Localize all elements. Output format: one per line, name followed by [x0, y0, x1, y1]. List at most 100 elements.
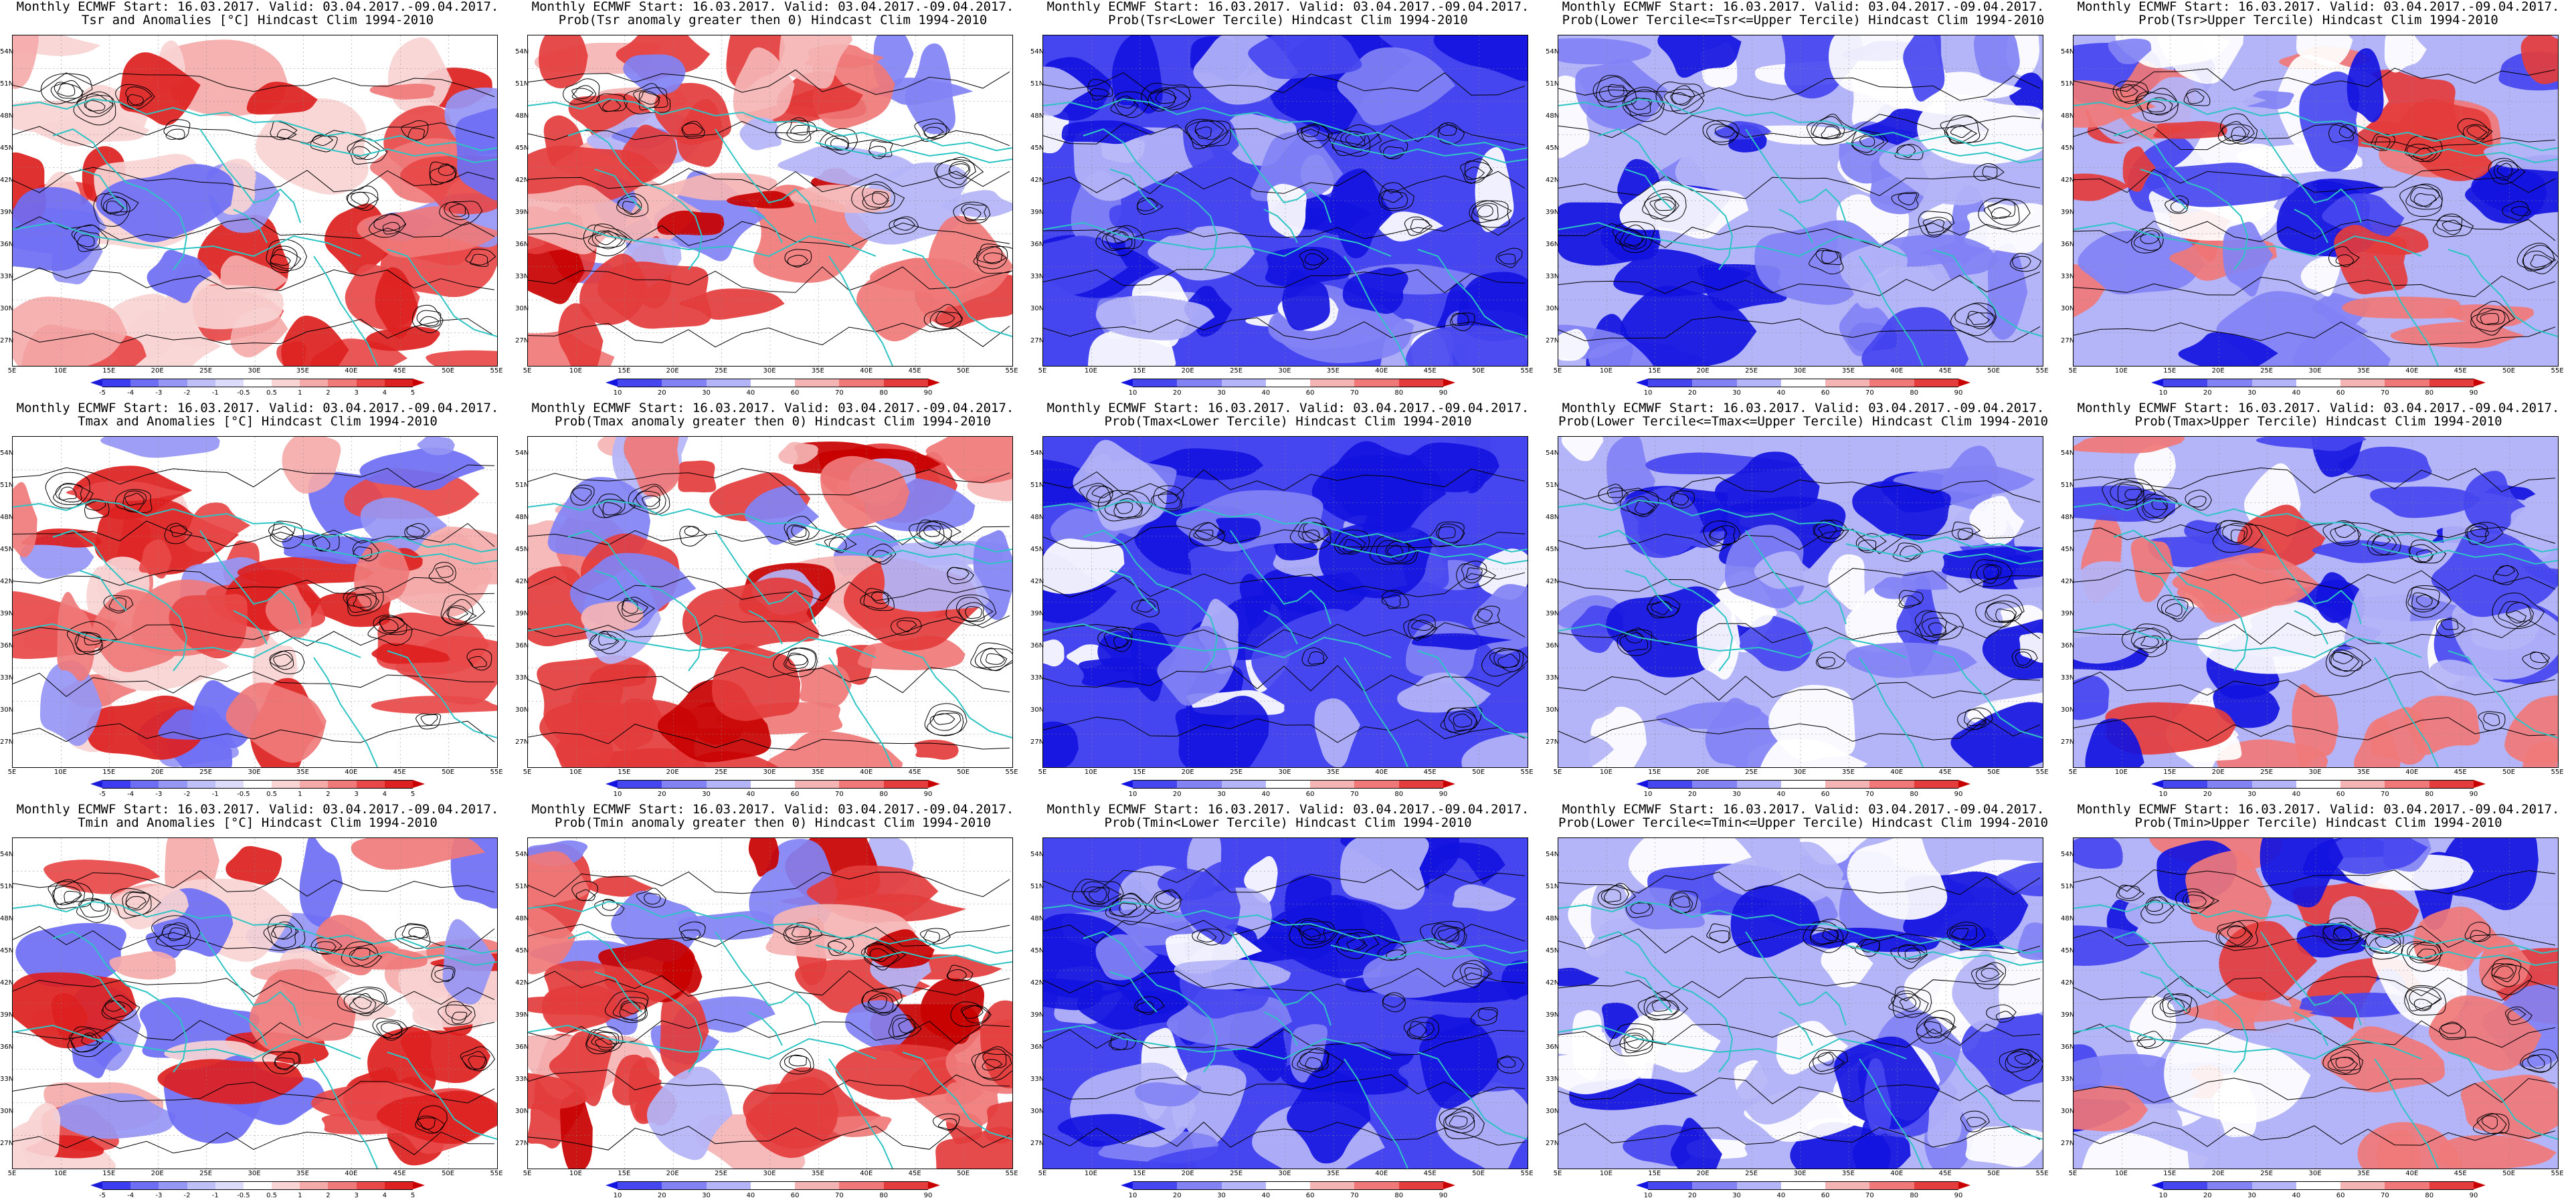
colorbar-label: 70: [1350, 791, 1359, 798]
longitude-label: 30E: [248, 1170, 261, 1177]
latitude-label: 42N: [1030, 177, 1044, 184]
colorbar-swatch: [1869, 379, 1915, 387]
latitude-label: 27N: [1030, 738, 1044, 746]
colorbar-label: -2: [183, 791, 191, 798]
colorbar-label: -4: [127, 1192, 134, 1199]
shaded-field: [13, 838, 497, 1169]
colorbar-swatch: [1221, 780, 1267, 789]
colorbar-label: 70: [1865, 389, 1874, 397]
latitude-label: 54N: [0, 449, 14, 457]
longitude-label: 55E: [2035, 1170, 2049, 1177]
longitude-label: 5E: [523, 367, 532, 375]
coastlines: [2074, 499, 2558, 767]
contour-lines: [1558, 476, 2041, 743]
longitude-label: 45E: [1423, 769, 1437, 776]
colorbar-swatch: [1648, 1181, 1693, 1190]
latitude-label: 51N: [1546, 80, 1560, 88]
map-area: [1558, 436, 2043, 768]
latitude-label: 42N: [1546, 979, 1560, 987]
colorbar-label: 40: [2292, 791, 2301, 798]
longitude-label: 20E: [1181, 367, 1194, 375]
longitude-label: 55E: [1520, 367, 1534, 375]
coastlines: [13, 499, 497, 767]
longitude-label: 10E: [1084, 769, 1097, 776]
colorbar-swatch: [706, 379, 751, 387]
latitude-label: 51N: [1546, 883, 1560, 890]
latitude-label: 30N: [515, 706, 529, 714]
longitude-label: 50E: [442, 769, 455, 776]
colorbar-label: 20: [657, 791, 666, 798]
longitude-label: 20E: [151, 1170, 164, 1177]
colorbar-swatch: [215, 1181, 244, 1190]
contour-lines: [1558, 872, 2043, 1148]
colorbar-label: 60: [1821, 1192, 1830, 1199]
latitude-label: 33N: [0, 273, 14, 280]
longitude-label: 35E: [811, 367, 824, 375]
colorbar-swatch: [1398, 379, 1444, 387]
colorbar-label: 30: [2247, 1192, 2256, 1199]
longitude-label: 55E: [1005, 1170, 1018, 1177]
colorbar-swatch: [2340, 780, 2385, 789]
colorbar-label: 80: [1394, 791, 1404, 798]
longitude-label: 55E: [1520, 1170, 1534, 1177]
latitude-label: 27N: [0, 1140, 14, 1147]
longitude-label: 50E: [957, 1170, 970, 1177]
panel-title-line1: Monthly ECMWF Start: 16.03.2017. Valid: …: [531, 401, 1014, 415]
map-area: [12, 436, 498, 768]
map-area: [2073, 35, 2559, 367]
latitude-label: 33N: [515, 273, 529, 280]
longitude-label: 5E: [1553, 769, 1562, 776]
longitude-label: 35E: [1326, 1170, 1340, 1177]
colorbar-label: 90: [1954, 389, 1963, 397]
colorbar-label: 30: [1217, 389, 1226, 397]
longitude-label: 50E: [1987, 367, 2001, 375]
longitude-label: 10E: [1084, 1170, 1097, 1177]
colorbar-swatch: [272, 1181, 300, 1190]
latitude-label: 30N: [515, 305, 529, 312]
latitude-label: 45N: [1030, 947, 1044, 955]
colorbar-label: 40: [1261, 389, 1271, 397]
longitude-label: 15E: [1133, 1170, 1146, 1177]
colorbar-min-triangle: [606, 1181, 618, 1189]
colorbar-label: 90: [1439, 389, 1448, 397]
colorbar-max-triangle: [413, 379, 425, 387]
colorbar-label: 90: [1439, 1192, 1448, 1199]
colorbar-label: -0.5: [237, 1192, 250, 1199]
longitude-label: 15E: [102, 769, 116, 776]
latitude-label: 39N: [1546, 209, 1560, 216]
latitude-label: 33N: [2061, 273, 2075, 280]
colorbar-label: 10: [2158, 791, 2168, 798]
colorbar-label: 60: [790, 791, 800, 798]
colorbar-min-triangle: [1636, 379, 1648, 387]
colorbar-swatch: [272, 379, 300, 387]
latitude-label: 51N: [1030, 80, 1044, 88]
latitude-label: 36N: [0, 241, 14, 248]
latitude-label: 33N: [1546, 674, 1560, 682]
longitude-label: 5E: [1038, 769, 1047, 776]
latitude-label: 27N: [515, 337, 529, 344]
colorbar-label: 80: [879, 389, 889, 397]
colorbar-swatch: [2251, 379, 2297, 387]
longitude-label: 20E: [1181, 769, 1194, 776]
colorbar-swatch: [272, 780, 300, 789]
latitude-label: 36N: [1546, 642, 1560, 649]
colorbar-label: 80: [1910, 1192, 1919, 1199]
colorbar-swatch: [1221, 379, 1267, 387]
colorbar-label: 20: [2203, 1192, 2212, 1199]
colorbar-max-triangle: [1958, 379, 1970, 387]
longitude-label: 25E: [2260, 769, 2274, 776]
coastlines: [1558, 900, 2043, 1169]
colorbar-label: 0.5: [266, 1192, 278, 1199]
panel-title-line2: Prob(Tmin<Lower Tercile) Hindcast Clim 1…: [1104, 815, 1472, 830]
colorbar-label: 60: [1305, 791, 1315, 798]
longitude-label: 10E: [1599, 367, 1613, 375]
latitude-label: 45N: [2061, 144, 2075, 152]
longitude-label: 10E: [569, 367, 582, 375]
longitude-label: 50E: [2502, 1170, 2516, 1177]
colorbar-label: 2: [326, 389, 331, 397]
longitude-label: 25E: [1230, 769, 1243, 776]
colorbar-swatch: [883, 780, 929, 789]
colorbar-max-triangle: [928, 1181, 940, 1189]
colorbar-swatch: [384, 1181, 413, 1190]
colorbar-max-triangle: [1958, 780, 1970, 788]
